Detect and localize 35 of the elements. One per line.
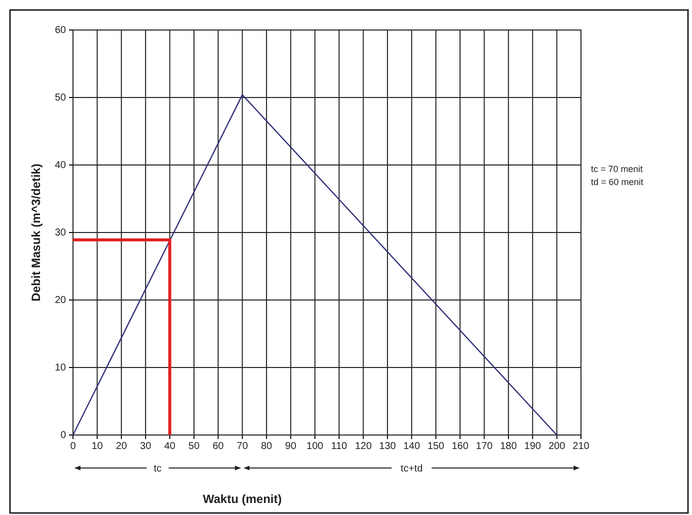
x-tick-label: 200 [548, 441, 566, 452]
y-tick-label: 40 [54, 160, 66, 172]
x-axis-title: Waktu (menit) [202, 492, 282, 506]
y-tick-label: 50 [54, 92, 66, 104]
x-tick-label: 160 [452, 441, 469, 452]
y-tick-label: 10 [54, 362, 66, 374]
y-tick-label: 60 [54, 25, 66, 36]
x-tick-label: 190 [524, 441, 542, 452]
text: tc [154, 464, 162, 474]
x-tick-label: 80 [260, 441, 273, 452]
y-tick-label: 0 [60, 430, 66, 442]
x-tick-label: 50 [188, 441, 200, 452]
text: tc+td [400, 464, 423, 474]
x-tick-label: 180 [500, 441, 518, 452]
x-tick-label: 100 [306, 441, 324, 452]
x-tick-label: 120 [354, 441, 372, 452]
x-tick-label: 150 [428, 441, 445, 452]
x-tick-label: 140 [403, 441, 420, 452]
text: tc = 70 menit [591, 164, 644, 174]
x-tick-label: 70 [236, 441, 248, 452]
x-tick-label: 110 [331, 441, 348, 452]
x-tick-label: 20 [116, 441, 128, 452]
y-tick-label: 30 [54, 228, 66, 239]
x-tick-label: 30 [140, 441, 152, 452]
y-tick-label: 20 [54, 295, 66, 306]
x-tick-label: 210 [572, 441, 590, 452]
x-tick-label: 170 [476, 441, 494, 452]
x-tick-label: 40 [164, 441, 176, 452]
x-tick-label: 60 [212, 441, 224, 452]
x-tick-label: 0 [70, 441, 76, 452]
text: td = 60 menit [591, 177, 644, 187]
x-tick-label: 90 [285, 441, 297, 452]
x-tick-label: 130 [379, 441, 396, 452]
x-tick-label: 10 [92, 441, 104, 452]
y-axis-title: Debit Masuk (m^3/detik) [29, 164, 43, 302]
